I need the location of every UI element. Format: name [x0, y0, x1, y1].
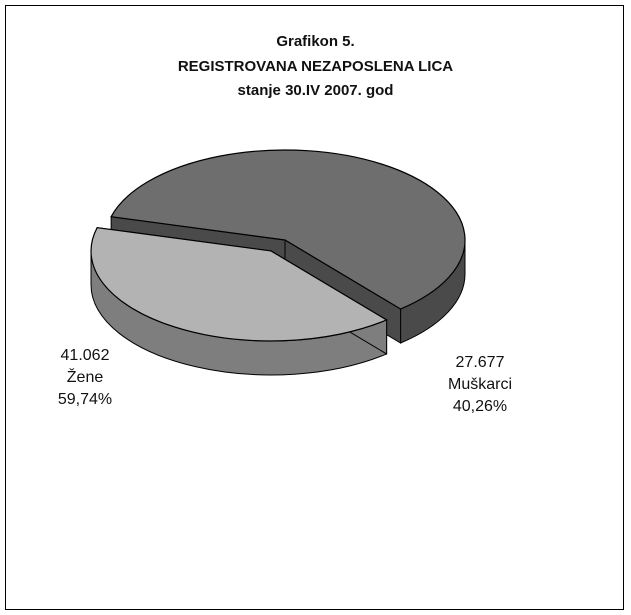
pie-layer [90, 149, 466, 376]
slice-percent-muskarci: 40,26% [452, 398, 508, 415]
slice-label-muskarci: 27.677 Muškarci 40,26% [420, 352, 540, 418]
slice-value-muskarci: 27.677 [455, 354, 505, 371]
chart-subtitle: REGISTROVANA NEZAPOSLENA LICA [177, 58, 454, 75]
slice-label-zene: 41.062 Žene 59,74% [30, 345, 140, 411]
slice-percent-zene: 59,74% [57, 391, 113, 408]
pie-slice-mukarci [90, 227, 388, 342]
chart-subtitle-date: stanje 30.IV 2007. god [237, 82, 394, 99]
slice-value-zene: 41.062 [60, 347, 110, 364]
slice-name-muskarci: Muškarci [447, 376, 512, 393]
chart-title: Grafikon 5. [276, 33, 355, 50]
pie-slice-ene [110, 149, 466, 310]
slice-name-zene: Žene [66, 369, 104, 386]
